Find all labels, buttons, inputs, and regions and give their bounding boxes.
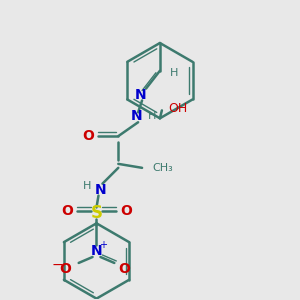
Text: −: − bbox=[51, 258, 63, 272]
Text: OH: OH bbox=[168, 102, 187, 115]
Text: O: O bbox=[120, 204, 132, 218]
Text: O: O bbox=[118, 262, 130, 276]
Text: CH₃: CH₃ bbox=[152, 163, 173, 173]
Text: N: N bbox=[91, 244, 102, 258]
Text: H: H bbox=[169, 68, 178, 78]
Text: O: O bbox=[61, 204, 73, 218]
Text: S: S bbox=[91, 204, 103, 222]
Text: +: + bbox=[99, 240, 107, 250]
Text: N: N bbox=[134, 88, 146, 101]
Text: H: H bbox=[82, 181, 91, 191]
Text: N: N bbox=[130, 109, 142, 123]
Text: O: O bbox=[82, 129, 94, 143]
Text: H: H bbox=[148, 111, 156, 121]
Text: N: N bbox=[95, 183, 106, 196]
Text: O: O bbox=[59, 262, 71, 276]
